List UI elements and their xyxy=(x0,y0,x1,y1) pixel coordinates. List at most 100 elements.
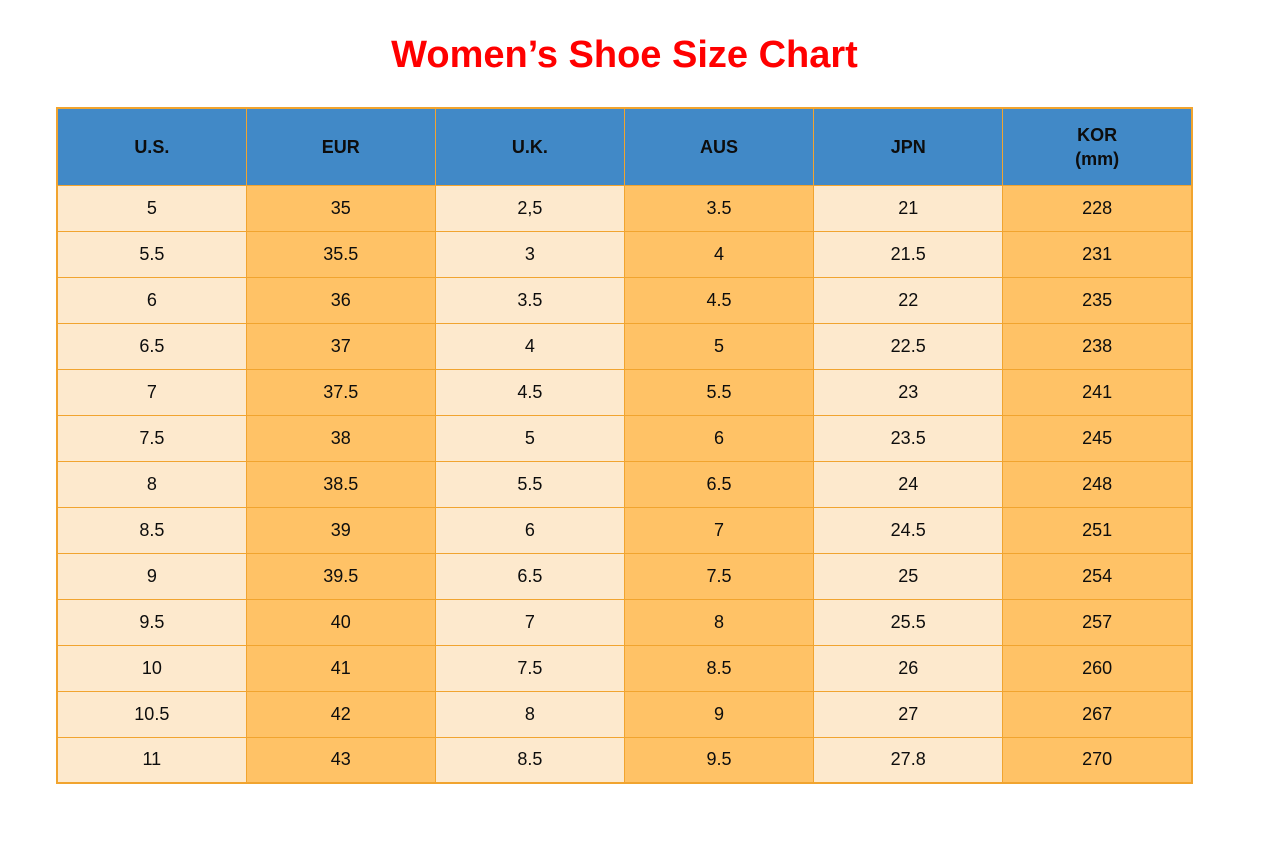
table-cell: 6.5 xyxy=(434,552,625,600)
table-cell: 21 xyxy=(813,184,1004,232)
table-cell: 257 xyxy=(1002,598,1193,646)
table-cell: 9.5 xyxy=(623,736,815,784)
table-cell: 3.5 xyxy=(623,184,815,232)
page: Women’s Shoe Size Chart U.S. EUR U.K. AUS JP… xyxy=(56,0,1193,784)
table-cell: 4.5 xyxy=(434,368,625,416)
table-cell: 11 xyxy=(56,736,247,784)
table-row: 8 38.5 5.5 6.5 24 248 xyxy=(56,460,1193,508)
table-cell: 6 xyxy=(56,276,247,324)
column-header-jpn: JPN xyxy=(813,107,1004,186)
table-row: 6.5 37 4 5 22.5 238 xyxy=(56,322,1193,370)
table-cell: 5.5 xyxy=(56,230,247,278)
table-header: U.S. EUR U.K. AUS JPN KOR (mm) xyxy=(56,107,1193,186)
table-cell: 270 xyxy=(1002,736,1193,784)
table-cell: 9 xyxy=(623,690,815,738)
table-cell: 26 xyxy=(813,644,1004,692)
table-cell: 5 xyxy=(56,184,247,232)
header-row: U.S. EUR U.K. AUS JPN KOR (mm) xyxy=(56,107,1193,186)
table-cell: 4 xyxy=(434,322,625,370)
column-header-aus: AUS xyxy=(623,107,815,186)
table-row: 5 35 2,5 3.5 21 228 xyxy=(56,184,1193,232)
table-cell: 248 xyxy=(1002,460,1193,508)
table-cell: 42 xyxy=(245,690,436,738)
table-cell: 23.5 xyxy=(813,414,1004,462)
table-cell: 43 xyxy=(245,736,436,784)
table-cell: 7 xyxy=(434,598,625,646)
table-row: 10.5 42 8 9 27 267 xyxy=(56,690,1193,738)
table-cell: 8.5 xyxy=(623,644,815,692)
table-cell: 228 xyxy=(1002,184,1193,232)
table-cell: 24.5 xyxy=(813,506,1004,554)
table-row: 7 37.5 4.5 5.5 23 241 xyxy=(56,368,1193,416)
table-cell: 23 xyxy=(813,368,1004,416)
table-cell: 40 xyxy=(245,598,436,646)
table-cell: 27 xyxy=(813,690,1004,738)
table-row: 5.5 35.5 3 4 21.5 231 xyxy=(56,230,1193,278)
table-cell: 7.5 xyxy=(623,552,815,600)
table-cell: 22 xyxy=(813,276,1004,324)
size-table-body: 5 35 2,5 3.5 21 228 5.5 35.5 3 4 21.5 231 6 36 3.5 4.5 2… xyxy=(56,184,1193,784)
table-cell: 238 xyxy=(1002,322,1193,370)
shoe-size-table: U.S. EUR U.K. AUS JPN KOR (mm) 5 35 2,5 3.5 21 228… xyxy=(56,107,1193,784)
column-header-eur: EUR xyxy=(245,107,436,186)
table-cell: 21.5 xyxy=(813,230,1004,278)
table-cell: 245 xyxy=(1002,414,1193,462)
table-cell: 241 xyxy=(1002,368,1193,416)
table-cell: 36 xyxy=(245,276,436,324)
table-row: 8.5 39 6 7 24.5 251 xyxy=(56,506,1193,554)
table-row: 11 43 8.5 9.5 27.8 270 xyxy=(56,736,1193,784)
page-title: Women’s Shoe Size Chart xyxy=(391,34,858,76)
table-cell: 27.8 xyxy=(813,736,1004,784)
table-row: 9 39.5 6.5 7.5 25 254 xyxy=(56,552,1193,600)
table-cell: 5 xyxy=(434,414,625,462)
table-cell: 35.5 xyxy=(245,230,436,278)
table-cell: 7.5 xyxy=(434,644,625,692)
table-cell: 6.5 xyxy=(623,460,815,508)
table-cell: 5.5 xyxy=(623,368,815,416)
table-cell: 6.5 xyxy=(56,322,247,370)
table-cell: 5 xyxy=(623,322,815,370)
column-header-u-k: U.K. xyxy=(434,107,625,186)
table-cell: 22.5 xyxy=(813,322,1004,370)
table-cell: 6 xyxy=(623,414,815,462)
table-row: 10 41 7.5 8.5 26 260 xyxy=(56,644,1193,692)
column-header-u-s: U.S. xyxy=(56,107,247,186)
table-cell: 39.5 xyxy=(245,552,436,600)
table-cell: 24 xyxy=(813,460,1004,508)
table-cell: 38.5 xyxy=(245,460,436,508)
table-cell: 8 xyxy=(623,598,815,646)
table-cell: 10 xyxy=(56,644,247,692)
table-cell: 9.5 xyxy=(56,598,247,646)
table-row: 9.5 40 7 8 25.5 257 xyxy=(56,598,1193,646)
table-cell: 3 xyxy=(434,230,625,278)
table-cell: 37 xyxy=(245,322,436,370)
table-cell: 235 xyxy=(1002,276,1193,324)
table-cell: 8 xyxy=(56,460,247,508)
table-cell: 8 xyxy=(434,690,625,738)
table-cell: 267 xyxy=(1002,690,1193,738)
table-row: 6 36 3.5 4.5 22 235 xyxy=(56,276,1193,324)
table-cell: 38 xyxy=(245,414,436,462)
table-cell: 8.5 xyxy=(434,736,625,784)
column-header-kor-mm: KOR (mm) xyxy=(1002,107,1193,186)
table-cell: 260 xyxy=(1002,644,1193,692)
table-cell: 39 xyxy=(245,506,436,554)
table-cell: 9 xyxy=(56,552,247,600)
table-cell: 3.5 xyxy=(434,276,625,324)
table-cell: 8.5 xyxy=(56,506,247,554)
table-cell: 4 xyxy=(623,230,815,278)
table-cell: 5.5 xyxy=(434,460,625,508)
table-cell: 10.5 xyxy=(56,690,247,738)
table-cell: 251 xyxy=(1002,506,1193,554)
table-cell: 37.5 xyxy=(245,368,436,416)
table-cell: 7 xyxy=(623,506,815,554)
table-cell: 41 xyxy=(245,644,436,692)
table-cell: 4.5 xyxy=(623,276,815,324)
table-cell: 25 xyxy=(813,552,1004,600)
table-cell: 2,5 xyxy=(434,184,625,232)
table-cell: 7 xyxy=(56,368,247,416)
table-cell: 6 xyxy=(434,506,625,554)
table-row: 7.5 38 5 6 23.5 245 xyxy=(56,414,1193,462)
table-cell: 25.5 xyxy=(813,598,1004,646)
table-cell: 35 xyxy=(245,184,436,232)
